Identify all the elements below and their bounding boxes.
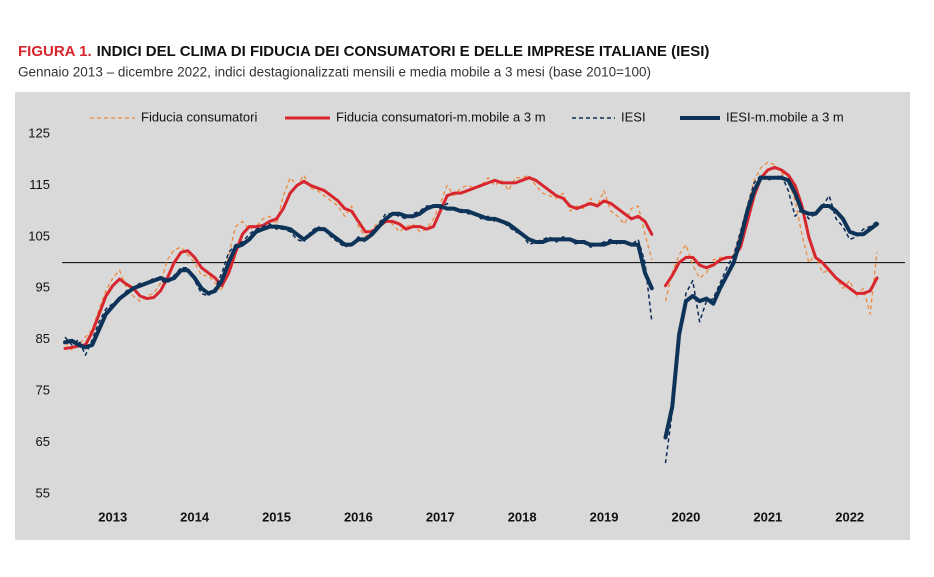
chart-subtitle: Gennaio 2013 – dicembre 2022, indici des… (18, 65, 651, 80)
legend-label: IESI (621, 109, 646, 124)
x-tick-label: 2015 (262, 509, 291, 524)
title-text: INDICI DEL CLIMA DI FIDUCIA DEI CONSUMAT… (97, 43, 710, 60)
x-tick-label: 2019 (590, 509, 619, 524)
figure-label: FIGURA 1. (18, 43, 92, 60)
series-line (63, 165, 879, 350)
y-tick-label: 105 (28, 228, 50, 243)
y-tick-label: 65 (36, 434, 50, 449)
series-line (63, 175, 879, 440)
x-tick-label: 2018 (508, 509, 537, 524)
x-tick-label: 2021 (753, 509, 782, 524)
plot-background (15, 92, 910, 540)
y-tick-label: 95 (36, 280, 50, 295)
x-tick-label: 2022 (835, 509, 864, 524)
series-line (64, 161, 878, 351)
legend-label: Fiducia consumatori (141, 109, 257, 124)
y-tick-label: 55 (36, 485, 50, 500)
y-tick-label: 75 (36, 383, 50, 398)
y-tick-label: 115 (29, 177, 50, 192)
x-tick-label: 2016 (344, 509, 373, 524)
y-tick-label: 85 (36, 331, 50, 346)
x-tick-label: 2014 (180, 509, 210, 524)
x-tick-label: 2013 (98, 509, 127, 524)
legend-label: IESI-m.mobile a 3 m (726, 109, 844, 124)
x-tick-label: 2017 (426, 509, 455, 524)
y-tick-label: 125 (28, 125, 50, 140)
x-tick-label: 2020 (671, 509, 700, 524)
legend-label: Fiducia consumatori-m.mobile a 3 m (336, 109, 546, 124)
chart-title: FIGURA 1. INDICI DEL CLIMA DI FIDUCIA DEI… (18, 43, 709, 60)
